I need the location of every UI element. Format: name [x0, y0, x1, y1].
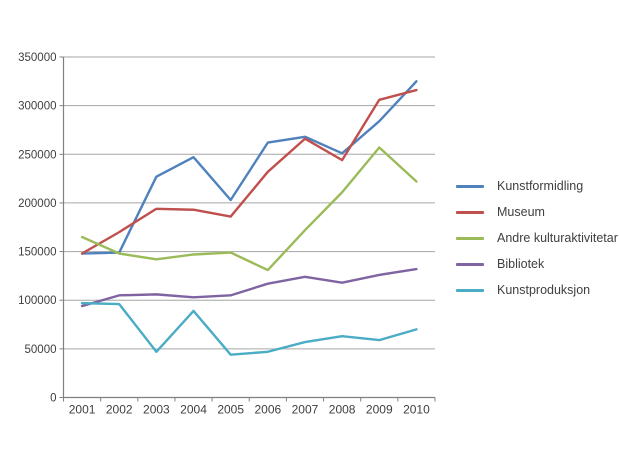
legend-line-swatch [456, 236, 484, 240]
legend-label: Museum [497, 205, 545, 219]
x-axis-label: 2002 [106, 403, 133, 417]
y-axis-label: 150000 [18, 247, 56, 259]
legend-label: Andre kulturaktivitetar [497, 231, 618, 245]
legend-item-museum: Museum [456, 199, 618, 225]
x-axis-label: 2008 [329, 403, 356, 417]
y-axis-label: 100000 [18, 295, 56, 307]
series-line-kunstformidling [80, 80, 418, 255]
legend-line-swatch [456, 288, 484, 292]
y-axis-label: 50000 [25, 344, 57, 356]
x-axis-label: 2007 [292, 403, 319, 417]
y-axis-label: 0 [50, 393, 56, 405]
x-axis-label: 2001 [69, 403, 96, 417]
y-axis-label: 300000 [18, 101, 56, 113]
x-axis-label: 2003 [143, 403, 170, 417]
y-axis-label: 350000 [18, 52, 56, 64]
x-axis-label: 2004 [180, 403, 207, 417]
y-axis-label: 250000 [18, 149, 56, 161]
series-line-kunstproduksjon [80, 301, 418, 356]
x-axis-label: 2009 [366, 403, 393, 417]
legend-item-kunstproduksjon: Kunstproduksjon [456, 277, 618, 303]
series-line-museum [80, 88, 418, 255]
y-axis-label: 200000 [18, 198, 56, 210]
legend-label: Kunstformidling [497, 179, 584, 193]
legend-line-swatch [456, 184, 484, 188]
legend-item-kunstformidling: Kunstformidling [456, 173, 618, 199]
legend-item-bibliotek: Bibliotek [456, 251, 618, 277]
x-axis-label: 2010 [403, 403, 430, 417]
legend-label: Kunstproduksjon [497, 283, 591, 297]
chart-legend: Kunstformidling Museum Andre kulturaktivit… [456, 173, 618, 303]
legend-line-swatch [456, 210, 484, 214]
legend-label: Bibliotek [497, 257, 545, 271]
series-line-andre-kulturaktivitetar [80, 146, 418, 272]
legend-item-andre-kulturaktivitetar: Andre kulturaktivitetar [456, 225, 618, 251]
x-axis-label: 2005 [217, 403, 244, 417]
legend-line-swatch [456, 262, 484, 266]
x-axis-label: 2006 [254, 403, 281, 417]
series-line-bibliotek [80, 267, 418, 308]
